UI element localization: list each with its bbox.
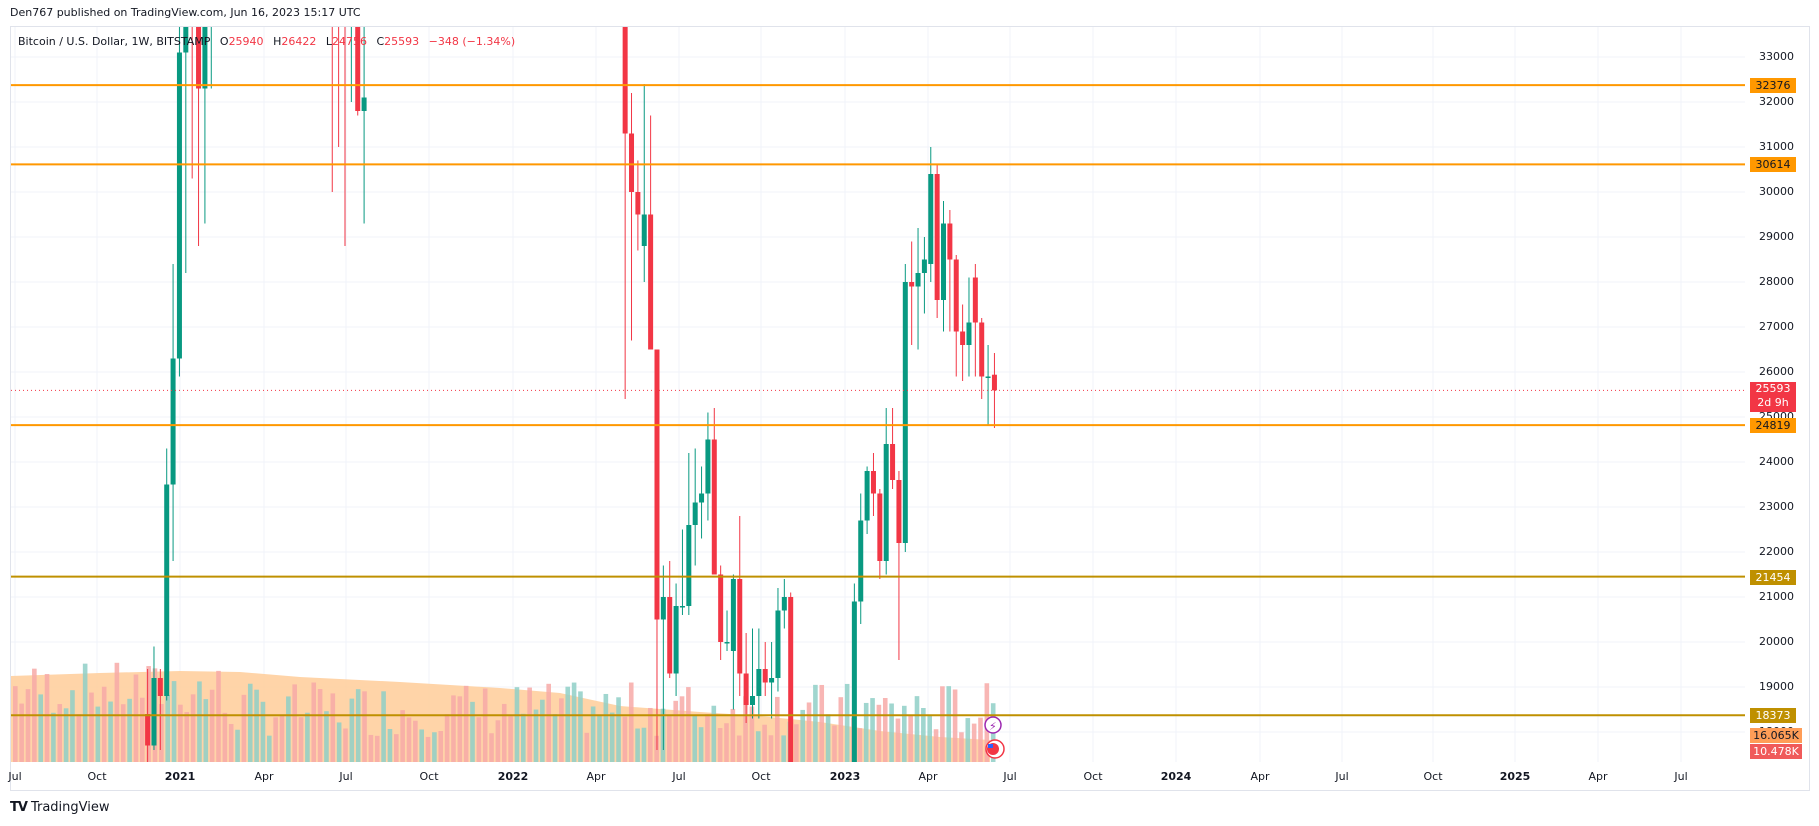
time-tick: Apr [254,770,274,783]
price-tick: 31000 [1759,140,1794,153]
level-tag: 18373 [1750,708,1796,724]
time-tick: Jul [1003,770,1017,783]
time-tick: Jul [1674,770,1688,783]
time-tick: Jul [672,770,686,783]
price-tick: 23000 [1759,500,1794,513]
price-change: −348 (−1.34%) [428,35,516,48]
time-tick: 2024 [1160,770,1192,783]
time-tick: Apr [918,770,938,783]
level-tag: 30614 [1750,157,1796,173]
price-tick: 26000 [1759,365,1794,378]
level-tag: 21454 [1750,569,1796,585]
price-tick: 21000 [1759,590,1794,603]
volume-ma-tag: 16.065K [1750,728,1802,743]
price-tick: 27000 [1759,320,1794,333]
time-tick: Apr [586,770,606,783]
symbol-legend: Bitcoin / U.S. Dollar, 1W, BITSTAMP O259… [18,35,515,48]
lightning-event-icon[interactable] [984,716,1002,734]
tradingview-logo[interactable]: TV TradingView [10,800,109,815]
time-tick: Oct [1423,770,1443,783]
ohlc-close: 25593 [384,35,420,48]
time-tick: Oct [751,770,771,783]
ohlc-open-label: O [219,35,229,48]
ohlc-open: 25940 [228,35,264,48]
price-tick: 32000 [1759,95,1794,108]
price-tick: 29000 [1759,230,1794,243]
level-tag: 32376 [1750,78,1796,94]
price-tick: 28000 [1759,275,1794,288]
price-tick: 30000 [1759,185,1794,198]
price-tick: 19000 [1759,680,1794,693]
price-tick: 33000 [1759,50,1794,63]
volume-tag: 10.478K [1750,744,1802,759]
time-tick: Oct [1083,770,1103,783]
ohlc-high: 26422 [281,35,317,48]
ohlc-low-label: L [325,35,332,48]
svg-text:⚡: ⚡ [989,720,997,733]
time-tick: Oct [87,770,107,783]
price-tick: 24000 [1759,455,1794,468]
publisher-caption: Den767 published on TradingView.com, Jun… [10,6,361,19]
chart-frame [10,26,1810,791]
tradingview-logo-icon: TV [10,800,28,815]
last-price-value: 25593 [1755,382,1791,395]
ohlc-close-label: C [376,35,385,48]
time-tick: Jul [8,770,22,783]
time-tick: Apr [1250,770,1270,783]
time-tick: 2025 [1499,770,1531,783]
price-tick: 20000 [1759,635,1794,648]
symbol-title[interactable]: Bitcoin / U.S. Dollar, 1W, BITSTAMP [18,35,211,48]
bar-countdown: 2d 9h [1757,396,1789,409]
level-tag: 24819 [1750,418,1796,434]
ohlc-low: 24756 [331,35,367,48]
time-tick: Jul [339,770,353,783]
time-tick: 2023 [829,770,861,783]
time-tick: 2022 [497,770,529,783]
tradingview-brand: TradingView [30,800,110,815]
time-tick: 2021 [164,770,196,783]
price-tick: 22000 [1759,545,1794,558]
time-tick: Oct [419,770,439,783]
last-price-tag: 25593 2d 9h [1750,382,1796,412]
ohlc-high-label: H [273,35,282,48]
time-tick: Apr [1588,770,1608,783]
time-tick: Jul [1335,770,1349,783]
